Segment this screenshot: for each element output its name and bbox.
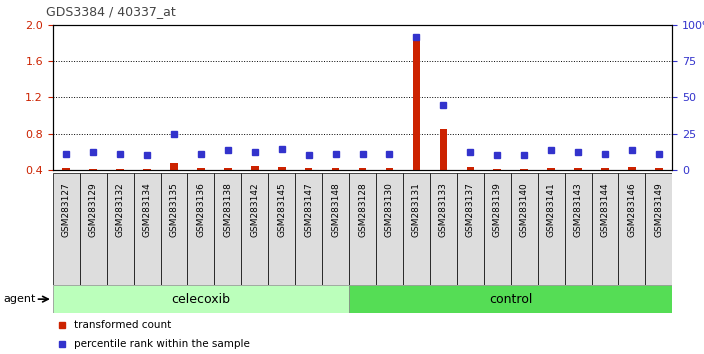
Text: GSM283131: GSM283131 (412, 182, 421, 237)
Bar (63, 168, 70, 170)
Bar (53, 173, 80, 285)
Text: celecoxib: celecoxib (172, 293, 230, 306)
Bar (278, 167, 286, 170)
Bar (295, 173, 322, 285)
Text: GSM283133: GSM283133 (439, 182, 448, 237)
Bar (484, 173, 510, 285)
Bar (655, 168, 662, 170)
Text: GSM283132: GSM283132 (115, 182, 125, 237)
Bar (618, 173, 646, 285)
Text: GSM283139: GSM283139 (493, 182, 502, 237)
Bar (430, 173, 457, 285)
Text: GSM283130: GSM283130 (385, 182, 394, 237)
Bar (547, 168, 555, 170)
Bar (134, 173, 161, 285)
Text: GSM283134: GSM283134 (143, 182, 151, 237)
Text: GSM283146: GSM283146 (627, 182, 636, 237)
Bar (538, 173, 565, 285)
Text: GSM283140: GSM283140 (520, 182, 529, 237)
Bar (197, 168, 205, 170)
Text: GSM283128: GSM283128 (358, 182, 367, 237)
Text: GSM283127: GSM283127 (62, 182, 71, 237)
Text: GDS3384 / 40337_at: GDS3384 / 40337_at (46, 5, 175, 18)
Text: GSM283147: GSM283147 (304, 182, 313, 237)
Bar (520, 169, 528, 170)
Text: percentile rank within the sample: percentile rank within the sample (75, 339, 251, 349)
Text: GSM283148: GSM283148 (331, 182, 340, 237)
Text: GSM283138: GSM283138 (223, 182, 232, 237)
Bar (107, 173, 134, 285)
Bar (646, 173, 672, 285)
Bar (413, 38, 420, 170)
Bar (376, 173, 403, 285)
Text: GSM283136: GSM283136 (196, 182, 206, 237)
Text: GSM283129: GSM283129 (89, 182, 98, 237)
Bar (53, 285, 349, 313)
Bar (403, 173, 430, 285)
Bar (359, 168, 366, 170)
Bar (332, 168, 339, 170)
Bar (386, 168, 394, 170)
Bar (251, 166, 258, 170)
Bar (601, 168, 609, 170)
Text: GSM283143: GSM283143 (574, 182, 582, 237)
Bar (349, 285, 672, 313)
Bar (591, 173, 618, 285)
Bar (457, 173, 484, 285)
Bar (268, 173, 295, 285)
Bar (305, 168, 313, 170)
Bar (215, 173, 241, 285)
Bar (116, 169, 124, 170)
Bar (89, 169, 97, 170)
Text: GSM283145: GSM283145 (277, 182, 287, 237)
Bar (574, 168, 582, 170)
Text: GSM283149: GSM283149 (654, 182, 663, 237)
Text: transformed count: transformed count (75, 320, 172, 330)
Bar (187, 173, 215, 285)
Bar (467, 167, 474, 170)
Bar (144, 169, 151, 170)
Text: GSM283142: GSM283142 (251, 182, 259, 237)
Bar (80, 173, 107, 285)
Text: agent: agent (4, 294, 36, 304)
Bar (565, 173, 591, 285)
Text: GSM283141: GSM283141 (546, 182, 555, 237)
Bar (439, 129, 447, 170)
Text: GSM283137: GSM283137 (466, 182, 474, 237)
Bar (349, 173, 376, 285)
Bar (161, 173, 187, 285)
Bar (322, 173, 349, 285)
Text: GSM283135: GSM283135 (170, 182, 179, 237)
Bar (241, 173, 268, 285)
Bar (628, 167, 636, 170)
Bar (170, 162, 178, 170)
Text: GSM283144: GSM283144 (601, 182, 610, 237)
Bar (510, 173, 538, 285)
Bar (494, 169, 501, 170)
Text: control: control (489, 293, 532, 306)
Bar (224, 168, 232, 170)
